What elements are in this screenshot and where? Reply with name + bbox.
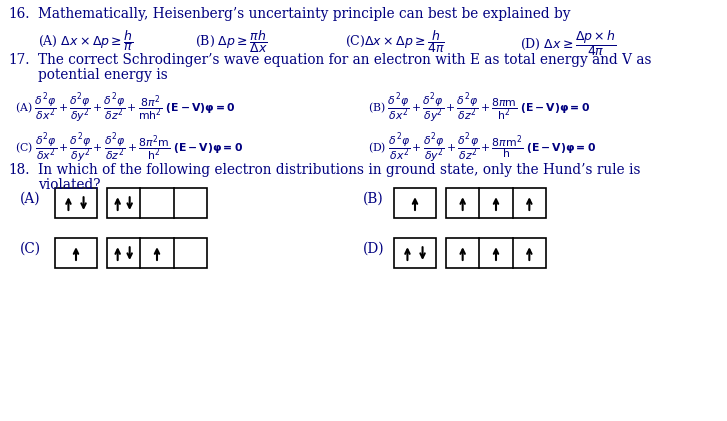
Text: (C): (C) [20,242,41,256]
Text: (C) $\dfrac{\delta^2\varphi}{\delta x^2}+\dfrac{\delta^2\varphi}{\delta y^2}+\df: (C) $\dfrac{\delta^2\varphi}{\delta x^2}… [15,131,243,165]
Text: violated?: violated? [38,178,100,192]
Text: 18.: 18. [8,163,30,177]
Text: potential energy is: potential energy is [38,68,168,82]
Text: The correct Schrodinger’s wave equation for an electron with E as total energy a: The correct Schrodinger’s wave equation … [38,53,651,67]
Bar [394,238,436,268]
Text: (B) $\Delta p \geq \dfrac{\pi h}{\Delta x}$: (B) $\Delta p \geq \dfrac{\pi h}{\Delta … [195,28,268,55]
Text: (A) $\Delta x \times \Delta p \geq \dfrac{h}{\pi}$: (A) $\Delta x \times \Delta p \geq \dfra… [38,28,134,53]
Text: (D): (D) [363,242,385,256]
Text: (B): (B) [363,192,384,206]
Text: (C)$\Delta x \times \Delta p \geq \dfrac{h}{4\pi}$: (C)$\Delta x \times \Delta p \geq \dfrac… [345,28,445,55]
Bar [446,188,546,218]
Text: (B) $\dfrac{\delta^2\varphi}{\delta x^2}+\dfrac{\delta^2\varphi}{\delta y^2}+\df: (B) $\dfrac{\delta^2\varphi}{\delta x^2}… [368,91,590,125]
Text: (A) $\dfrac{\delta^2\varphi}{\delta x^2}+\dfrac{\delta^2\varphi}{\delta y^2}+\df: (A) $\dfrac{\delta^2\varphi}{\delta x^2}… [15,91,236,125]
Text: (D) $\dfrac{\delta^2\varphi}{\delta x^2}+\dfrac{\delta^2\varphi}{\delta y^2}+\df: (D) $\dfrac{\delta^2\varphi}{\delta x^2}… [368,131,596,165]
Text: 16.: 16. [8,7,30,21]
Bar [107,238,207,268]
Bar [55,238,97,268]
Text: (D) $\Delta x \geq \dfrac{\Delta p \times h}{4\pi}$: (D) $\Delta x \geq \dfrac{\Delta p \time… [520,28,616,58]
Bar [394,188,436,218]
Bar [107,188,207,218]
Bar [446,238,546,268]
Text: 17.: 17. [8,53,30,67]
Text: (A): (A) [20,192,41,206]
Bar [55,188,97,218]
Text: Mathematically, Heisenberg’s uncertainty principle can best be explained by: Mathematically, Heisenberg’s uncertainty… [38,7,571,21]
Text: In which of the following electron distributions in ground state, only the Hund’: In which of the following electron distr… [38,163,640,177]
